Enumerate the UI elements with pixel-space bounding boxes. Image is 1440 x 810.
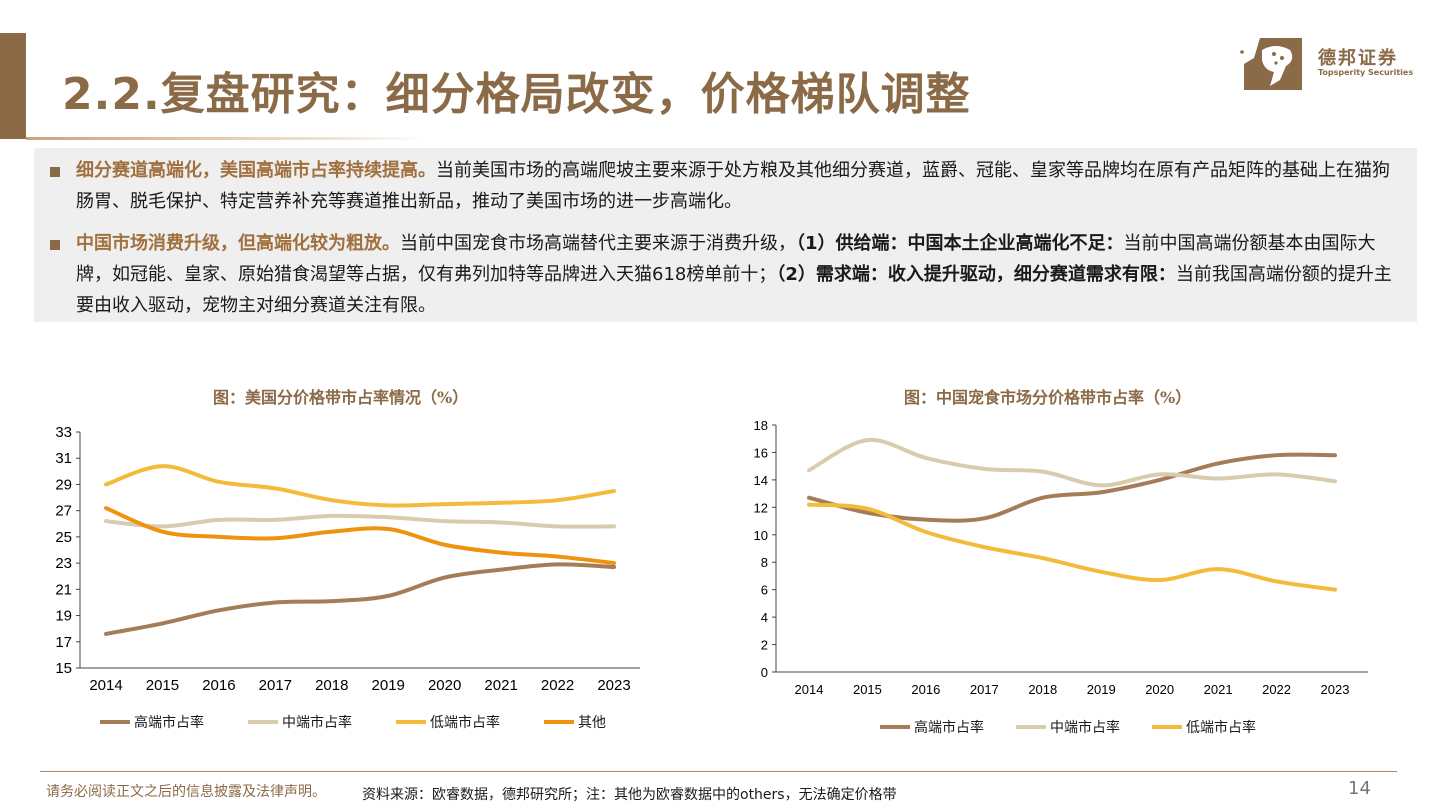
x-tick-label: 2018	[1028, 682, 1057, 697]
x-tick-label: 2019	[1087, 682, 1116, 697]
series-line	[104, 506, 616, 566]
legend-label: 其他	[578, 714, 606, 730]
x-tick-label: 2014	[89, 677, 122, 694]
china-market-share-chart: 0 2 4 6 8 10 12 14 16 18 2014 2015 2016 2017 2018 2019 2…	[754, 418, 1368, 735]
y-tick-label: 12	[754, 500, 768, 515]
x-tick-label: 2015	[853, 682, 882, 697]
bullet-bold-supply: （1）供给端：中国本土企业高端化不足：	[796, 233, 1124, 254]
x-tick-label: 2018	[315, 677, 348, 694]
legend-label: 低端市占率	[1186, 719, 1256, 735]
y-tick-label: 25	[55, 529, 72, 546]
x-tick-label: 2022	[1262, 682, 1291, 697]
y-tick-label: 17	[55, 634, 72, 651]
title-accent-bar	[0, 33, 26, 139]
legend-label: 低端市占率	[430, 714, 500, 730]
footer-divider	[40, 771, 1397, 772]
x-tick-label: 2021	[1204, 682, 1233, 697]
y-tick-label: 31	[55, 450, 72, 467]
bullet-text: 当前我国高端份额的提升主要由收入驱动，宠物主对细分赛道关注有限。	[76, 264, 1392, 316]
series-line	[104, 513, 616, 529]
y-tick-label: 2	[761, 638, 768, 653]
series-line	[807, 452, 1337, 523]
legend-label: 中端市占率	[1050, 719, 1120, 735]
logo-chinese-name: 德邦证券	[1318, 48, 1398, 69]
y-tick-label: 8	[761, 555, 768, 570]
company-logo: 德邦证券 Topsperity Securities	[1240, 36, 1414, 94]
y-tick-label: 27	[55, 503, 72, 520]
chart-title-china: 图：中国宠食市场分价格带市占率（%）	[904, 388, 1192, 407]
summary-box: 细分赛道高端化，美国高端市占率持续提高。当前美国市场的高端爬坡主要来源于处方粮及…	[34, 148, 1417, 322]
x-tick-label: 2019	[372, 677, 405, 694]
y-tick-label: 14	[754, 473, 768, 488]
x-tick-label: 2017	[259, 677, 292, 694]
x-tick-label: 2016	[911, 682, 940, 697]
y-tick-label: 6	[761, 583, 768, 598]
footer-disclaimer[interactable]: 请务必阅读正文之后的信息披露及法律声明。	[46, 784, 326, 800]
bullet-text: 当前美国市场的高端爬坡主要来源于处方粮及其他细分赛道，蓝爵、冠能、皇家等品牌均在…	[76, 160, 1390, 212]
bullet-text: 当前中国宠食市场高端替代主要来源于消费升级，	[400, 233, 796, 254]
y-tick-label: 10	[754, 528, 768, 543]
legend-label: 中端市占率	[282, 714, 352, 730]
series-line	[104, 562, 616, 636]
us-market-share-chart: 15 17 19 21 23 25 27 29 31 33 2014 2015 2016 2017 2018…	[55, 424, 640, 730]
y-tick-label: 29	[55, 476, 72, 493]
y-tick-label: 18	[754, 418, 768, 433]
series-line	[807, 502, 1337, 592]
bullet-china-market: 中国市场消费升级，但高端化较为粗放。当前中国宠食市场高端替代主要来源于消费升级，…	[50, 228, 1400, 321]
y-tick-label: 19	[55, 608, 72, 625]
x-tick-label: 2022	[541, 677, 574, 694]
chart-title-us: 图：美国分价格带市占率情况（%）	[213, 388, 469, 407]
logo-english-name: Topsperity Securities	[1318, 68, 1414, 77]
x-tick-label: 2016	[202, 677, 235, 694]
series-line	[807, 438, 1337, 488]
y-tick-label: 4	[761, 610, 768, 625]
bullet-text: 当前中国高端份额基本由国际大牌，如冠能、皇家、原始猎食渴望等占据，仅有弗列加特等…	[76, 233, 1376, 285]
x-tick-label: 2020	[428, 677, 461, 694]
page-title: 2.2.复盘研究：细分格局改变，价格梯队调整	[62, 69, 971, 120]
bullet-highlight: 中国市场消费升级，但高端化较为粗放。	[76, 233, 400, 254]
y-tick-label: 15	[55, 660, 72, 677]
x-tick-label: 2015	[146, 677, 179, 694]
y-tick-label: 0	[761, 665, 768, 680]
leopard-logo-icon	[1240, 38, 1302, 90]
y-tick-label: 33	[55, 424, 72, 441]
x-tick-label: 2021	[484, 677, 517, 694]
bullet-highlight: 细分赛道高端化，美国高端市占率持续提高。	[76, 160, 436, 181]
y-tick-label: 21	[55, 581, 72, 598]
footer-source-note: 资料来源：欧睿数据，德邦研究所；注：其他为欧睿数据中的others，无法确定价格…	[362, 787, 897, 803]
y-tick-label: 16	[754, 445, 768, 460]
y-tick-label: 23	[55, 555, 72, 572]
legend-label: 高端市占率	[134, 714, 204, 730]
x-tick-label: 2017	[970, 682, 999, 697]
bullet-us-market: 细分赛道高端化，美国高端市占率持续提高。当前美国市场的高端爬坡主要来源于处方粮及…	[50, 155, 1400, 217]
title-underline	[26, 137, 426, 140]
bullet-bold-demand: （2）需求端：收入提升驱动，细分赛道需求有限：	[776, 264, 1176, 285]
bullet-square-icon	[50, 167, 60, 177]
x-tick-label: 2020	[1145, 682, 1174, 697]
series-line	[104, 464, 616, 508]
legend-label: 高端市占率	[914, 719, 984, 735]
x-tick-label: 2023	[597, 677, 630, 694]
bullet-square-icon	[50, 240, 60, 250]
x-tick-label: 2023	[1321, 682, 1350, 697]
page-number: 14	[1348, 778, 1371, 799]
x-tick-label: 2014	[795, 682, 824, 697]
